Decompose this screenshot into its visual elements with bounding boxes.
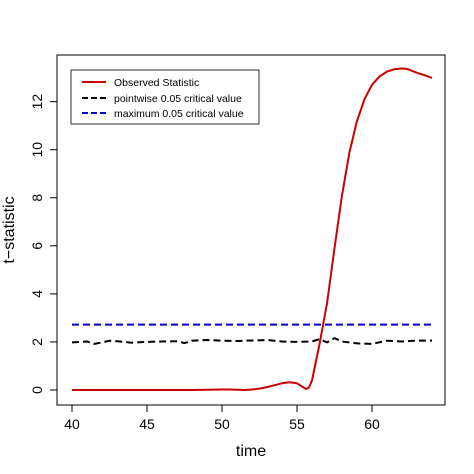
y-axis: 0 2 4 6 8 10 12 (29, 94, 57, 394)
legend-label-observed: Observed Statistic (114, 77, 199, 89)
legend-label-maximum: maximum 0.05 critical value (114, 108, 244, 120)
y-axis-title: t−statistic (1, 196, 18, 263)
x-tick-label: 45 (139, 416, 155, 432)
x-tick-label: 60 (364, 416, 380, 432)
series-pointwise-line (71, 337, 433, 345)
series-observed-line (72, 67, 433, 391)
x-axis-title: time (236, 443, 266, 460)
x-tick-label: 50 (214, 416, 230, 432)
y-tick-label: 12 (29, 94, 45, 110)
y-tick-label: 6 (29, 242, 45, 250)
y-tick-label: 2 (29, 338, 45, 346)
x-tick-label: 40 (64, 416, 80, 432)
legend: Observed Statistic pointwise 0.05 critic… (70, 69, 260, 125)
y-tick-label: 10 (29, 142, 45, 158)
x-axis: 40 45 50 55 60 (64, 405, 380, 432)
x-tick-label: 55 (289, 416, 305, 432)
y-tick-label: 0 (29, 386, 45, 394)
y-tick-label: 8 (29, 194, 45, 202)
series-layer (71, 67, 433, 391)
legend-label-pointwise: pointwise 0.05 critical value (114, 93, 242, 105)
y-tick-label: 4 (29, 290, 45, 298)
plot-frame (56, 54, 446, 406)
